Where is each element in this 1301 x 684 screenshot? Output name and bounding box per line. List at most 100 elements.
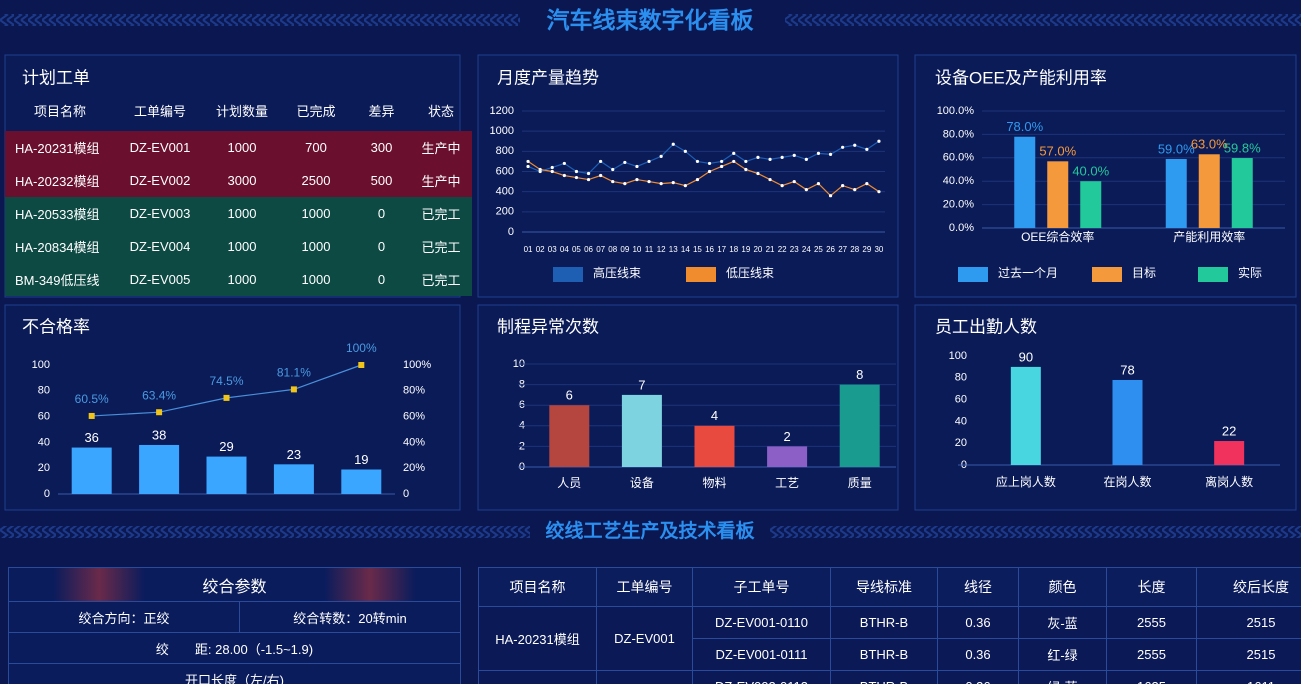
x-tick-label: 21	[766, 245, 775, 254]
point	[611, 179, 615, 184]
x-tick-label: 物料	[702, 476, 726, 490]
point	[599, 173, 603, 178]
point	[683, 149, 687, 153]
cell: 1635	[1106, 670, 1197, 684]
x-tick-label: 离岗人数	[1205, 474, 1253, 489]
y-tick-label: 40.0%	[943, 175, 974, 187]
y-tick-label: 100.0%	[937, 105, 975, 117]
cell: 2555	[1106, 606, 1197, 639]
point	[574, 175, 579, 180]
y-tick-label: 80	[38, 385, 50, 397]
point	[792, 153, 796, 157]
twist-params: 绞合参数 绞合方向： 正绞 绞合转数： 20转min 绞 距: 28.00（-1.5~…	[8, 567, 461, 684]
data-label: 6	[566, 388, 573, 403]
cell: DZ-EV003	[129, 206, 191, 221]
point	[623, 160, 627, 165]
data-label: 8	[856, 367, 863, 382]
x-tick-label: 25	[814, 245, 823, 254]
y-tick-label: 20	[38, 462, 50, 474]
y-tick-label: 100	[949, 350, 967, 362]
bar	[1198, 154, 1220, 228]
cell: 0.36	[937, 606, 1019, 639]
y2-tick-label: 40%	[403, 436, 425, 448]
point	[707, 161, 712, 166]
cell: DZ-EV002-0113	[692, 670, 831, 684]
point	[865, 182, 869, 186]
cell: 0.36	[937, 670, 1019, 684]
chart-title: 制程异常次数	[497, 317, 599, 336]
x-tick-label: 02	[536, 245, 545, 254]
label: 绞 距:	[155, 641, 212, 657]
column-header: 差异	[368, 103, 395, 119]
point	[732, 159, 736, 164]
cell: 700	[305, 140, 327, 155]
column-header: 工单编号	[133, 103, 186, 119]
data-label: 22	[1222, 423, 1236, 438]
cell: 灰-蓝	[1018, 606, 1107, 639]
point	[671, 142, 675, 146]
column-header: 子工单号	[692, 567, 831, 607]
row: HA-20231模组 DZ-EV001 DZ-EV001-0110 BTHR-B 0.3…	[478, 606, 1301, 671]
y-tick-label: 1200	[490, 105, 514, 117]
data-label: 19	[354, 452, 368, 467]
point	[756, 155, 760, 159]
cell: 2555	[1106, 638, 1197, 671]
x-tick-label: 12	[657, 245, 666, 254]
x-tick-label: 04	[560, 245, 569, 254]
column-header: 项目名称	[33, 103, 86, 119]
row: HA-20231模组 DZ-EV001 1000 700 300 生产中	[5, 131, 472, 164]
process-table: 项目名称 工单编号 子工单号 导线标准 线径 颜色 长度 绞后长度 HA-20231模组 DZ-E…	[478, 567, 1301, 684]
cell: 已完工	[421, 207, 461, 222]
x-tick-label: 15	[693, 245, 702, 254]
row: HA-20834模组 DZ-EV004 1000 1000 0 已完工	[5, 230, 472, 263]
cell: HA-20231模组	[15, 141, 100, 156]
data-label: 60.5%	[75, 392, 109, 406]
panel	[477, 304, 899, 511]
bar	[341, 469, 382, 494]
row: BM-349低压线 DZ-EV005 1000 1000 0 已完工	[5, 263, 472, 296]
legend-label: 目标	[1132, 266, 1156, 280]
x-tick-label: 应上岗人数	[996, 474, 1056, 489]
point	[756, 171, 760, 176]
cell: BM-349低压线	[15, 273, 100, 288]
cell: 1000	[301, 239, 331, 254]
cell: 0	[377, 272, 386, 287]
cell: DZ-EV004	[129, 239, 191, 254]
point	[623, 182, 627, 186]
y2-tick-label: 100%	[403, 359, 431, 371]
point	[695, 177, 700, 182]
point	[792, 179, 796, 184]
y-tick-label: 400	[496, 186, 514, 198]
cell: 500	[370, 173, 393, 188]
point	[586, 177, 591, 182]
cell: HA-20232模组	[15, 174, 100, 189]
row: HA-20232模组 DZ-EV002 3000 2500 500 生产中	[5, 164, 472, 197]
point	[611, 167, 615, 172]
bar	[1014, 136, 1036, 228]
point	[562, 173, 566, 178]
legend-swatch	[1092, 267, 1122, 282]
data-label: 78.0%	[1006, 119, 1043, 134]
cell: 红-绿	[1018, 638, 1107, 671]
data-label: 23	[287, 447, 301, 462]
panel-title: 计划工单	[22, 68, 90, 87]
x-tick-label: 26	[826, 245, 835, 254]
y2-tick-label: 80%	[403, 385, 425, 397]
point	[804, 157, 808, 161]
cell: 1000	[301, 272, 331, 287]
header-deco	[785, 14, 1301, 26]
point	[562, 161, 566, 166]
cell	[478, 670, 597, 684]
data-label: 7	[638, 377, 645, 392]
cell: 2515	[1196, 638, 1301, 671]
legend-swatch	[1198, 267, 1228, 282]
cell: HA-20533模组	[15, 207, 100, 222]
x-tick-label: 工艺	[775, 476, 799, 490]
x-tick-label: 人员	[557, 476, 581, 490]
data-label: 63.0%	[1191, 137, 1228, 152]
point	[853, 143, 857, 147]
legend-label: 高压线束	[593, 265, 641, 280]
y-tick-label: 0	[508, 226, 514, 238]
y-tick-label: 60	[38, 411, 50, 423]
